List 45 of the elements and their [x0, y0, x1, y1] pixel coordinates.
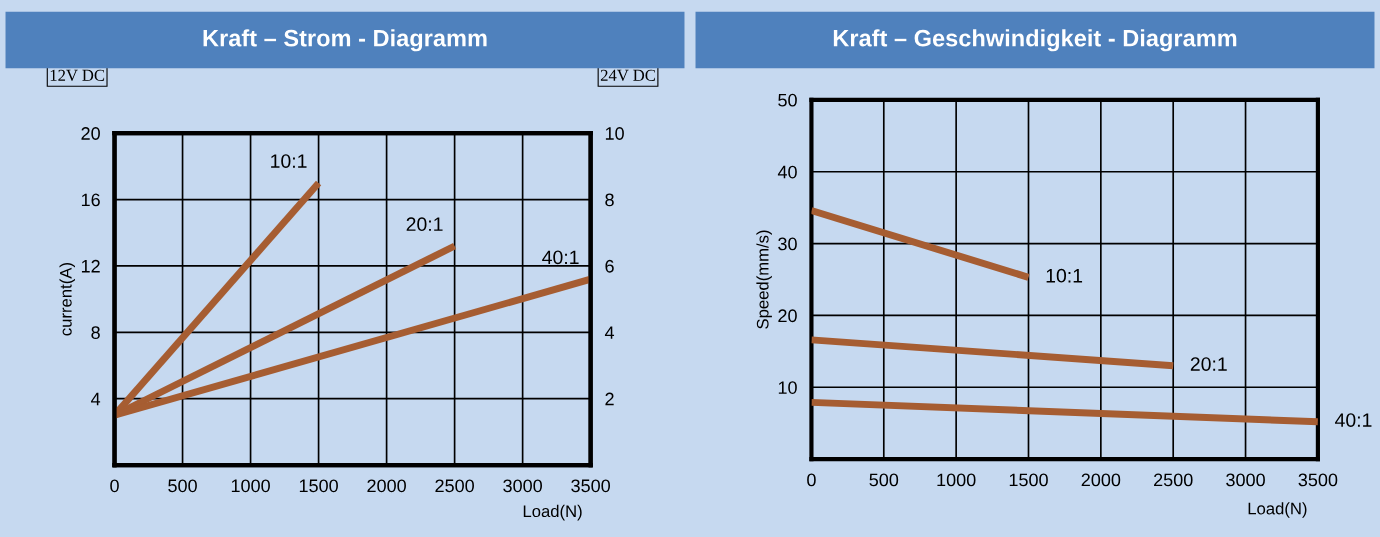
- y-axis-title: current(A): [59, 263, 76, 336]
- y-tick-label: 50: [778, 93, 797, 107]
- y-tick-label: 10: [778, 381, 797, 394]
- y-tick-label: 30: [778, 237, 797, 251]
- x-tick-label: 2000: [367, 479, 406, 493]
- series-label: 10:1: [271, 154, 307, 168]
- x-tick-label: 3500: [1298, 473, 1338, 487]
- series-label: 40:1: [542, 250, 579, 265]
- y-tick-label: 20: [81, 127, 100, 140]
- y2-tick-label: 8: [605, 193, 614, 207]
- y2-tick-label: 2: [605, 392, 614, 406]
- text: 12V DC: [50, 69, 105, 82]
- chart-title: Kraft – Strom - Diagramm: [203, 29, 487, 52]
- x-tick-label: 2500: [1154, 473, 1193, 487]
- x-tick-label: 0: [807, 473, 816, 487]
- y-tick-label: 8: [91, 326, 100, 340]
- y-axis-title: Speed(mm/s): [756, 230, 772, 329]
- x-tick-label: 1000: [937, 473, 976, 487]
- x-tick-label: 3000: [503, 479, 542, 493]
- y-tick-label: 4: [91, 392, 101, 406]
- x-tick-label: 0: [110, 479, 119, 493]
- series-label: 40:1: [1335, 413, 1372, 427]
- series-label: 10:1: [1046, 268, 1083, 283]
- x-tick-label: 3500: [571, 479, 611, 493]
- y-tick-label: 16: [81, 193, 100, 207]
- y-tick-label: 20: [778, 309, 797, 323]
- series-label: 20:1: [406, 217, 443, 232]
- y-tick-label: 40: [777, 165, 797, 179]
- x-axis-title: Load(N): [523, 504, 582, 521]
- y-tick-label: 12: [81, 259, 100, 273]
- x-tick-label: 1500: [299, 479, 338, 493]
- x-tick-label: 2000: [1081, 473, 1121, 487]
- x-tick-label: 2500: [435, 479, 474, 493]
- y2-tick-label: 6: [605, 259, 614, 273]
- series-label: 20:1: [1190, 357, 1227, 371]
- x-tick-label: 500: [168, 479, 197, 493]
- x-tick-label: 1000: [231, 479, 270, 493]
- x-tick-label: 1500: [1009, 473, 1048, 487]
- x-axis-title: Load(N): [1248, 502, 1307, 518]
- x-tick-label: 500: [869, 473, 899, 487]
- y2-tick-label: 10: [605, 127, 624, 140]
- x-tick-label: 3000: [1226, 473, 1265, 487]
- chart-title: Kraft – Geschwindigkeit - Diagramm: [833, 29, 1237, 52]
- text: 24V DC: [600, 69, 655, 82]
- y2-tick-label: 4: [604, 326, 615, 339]
